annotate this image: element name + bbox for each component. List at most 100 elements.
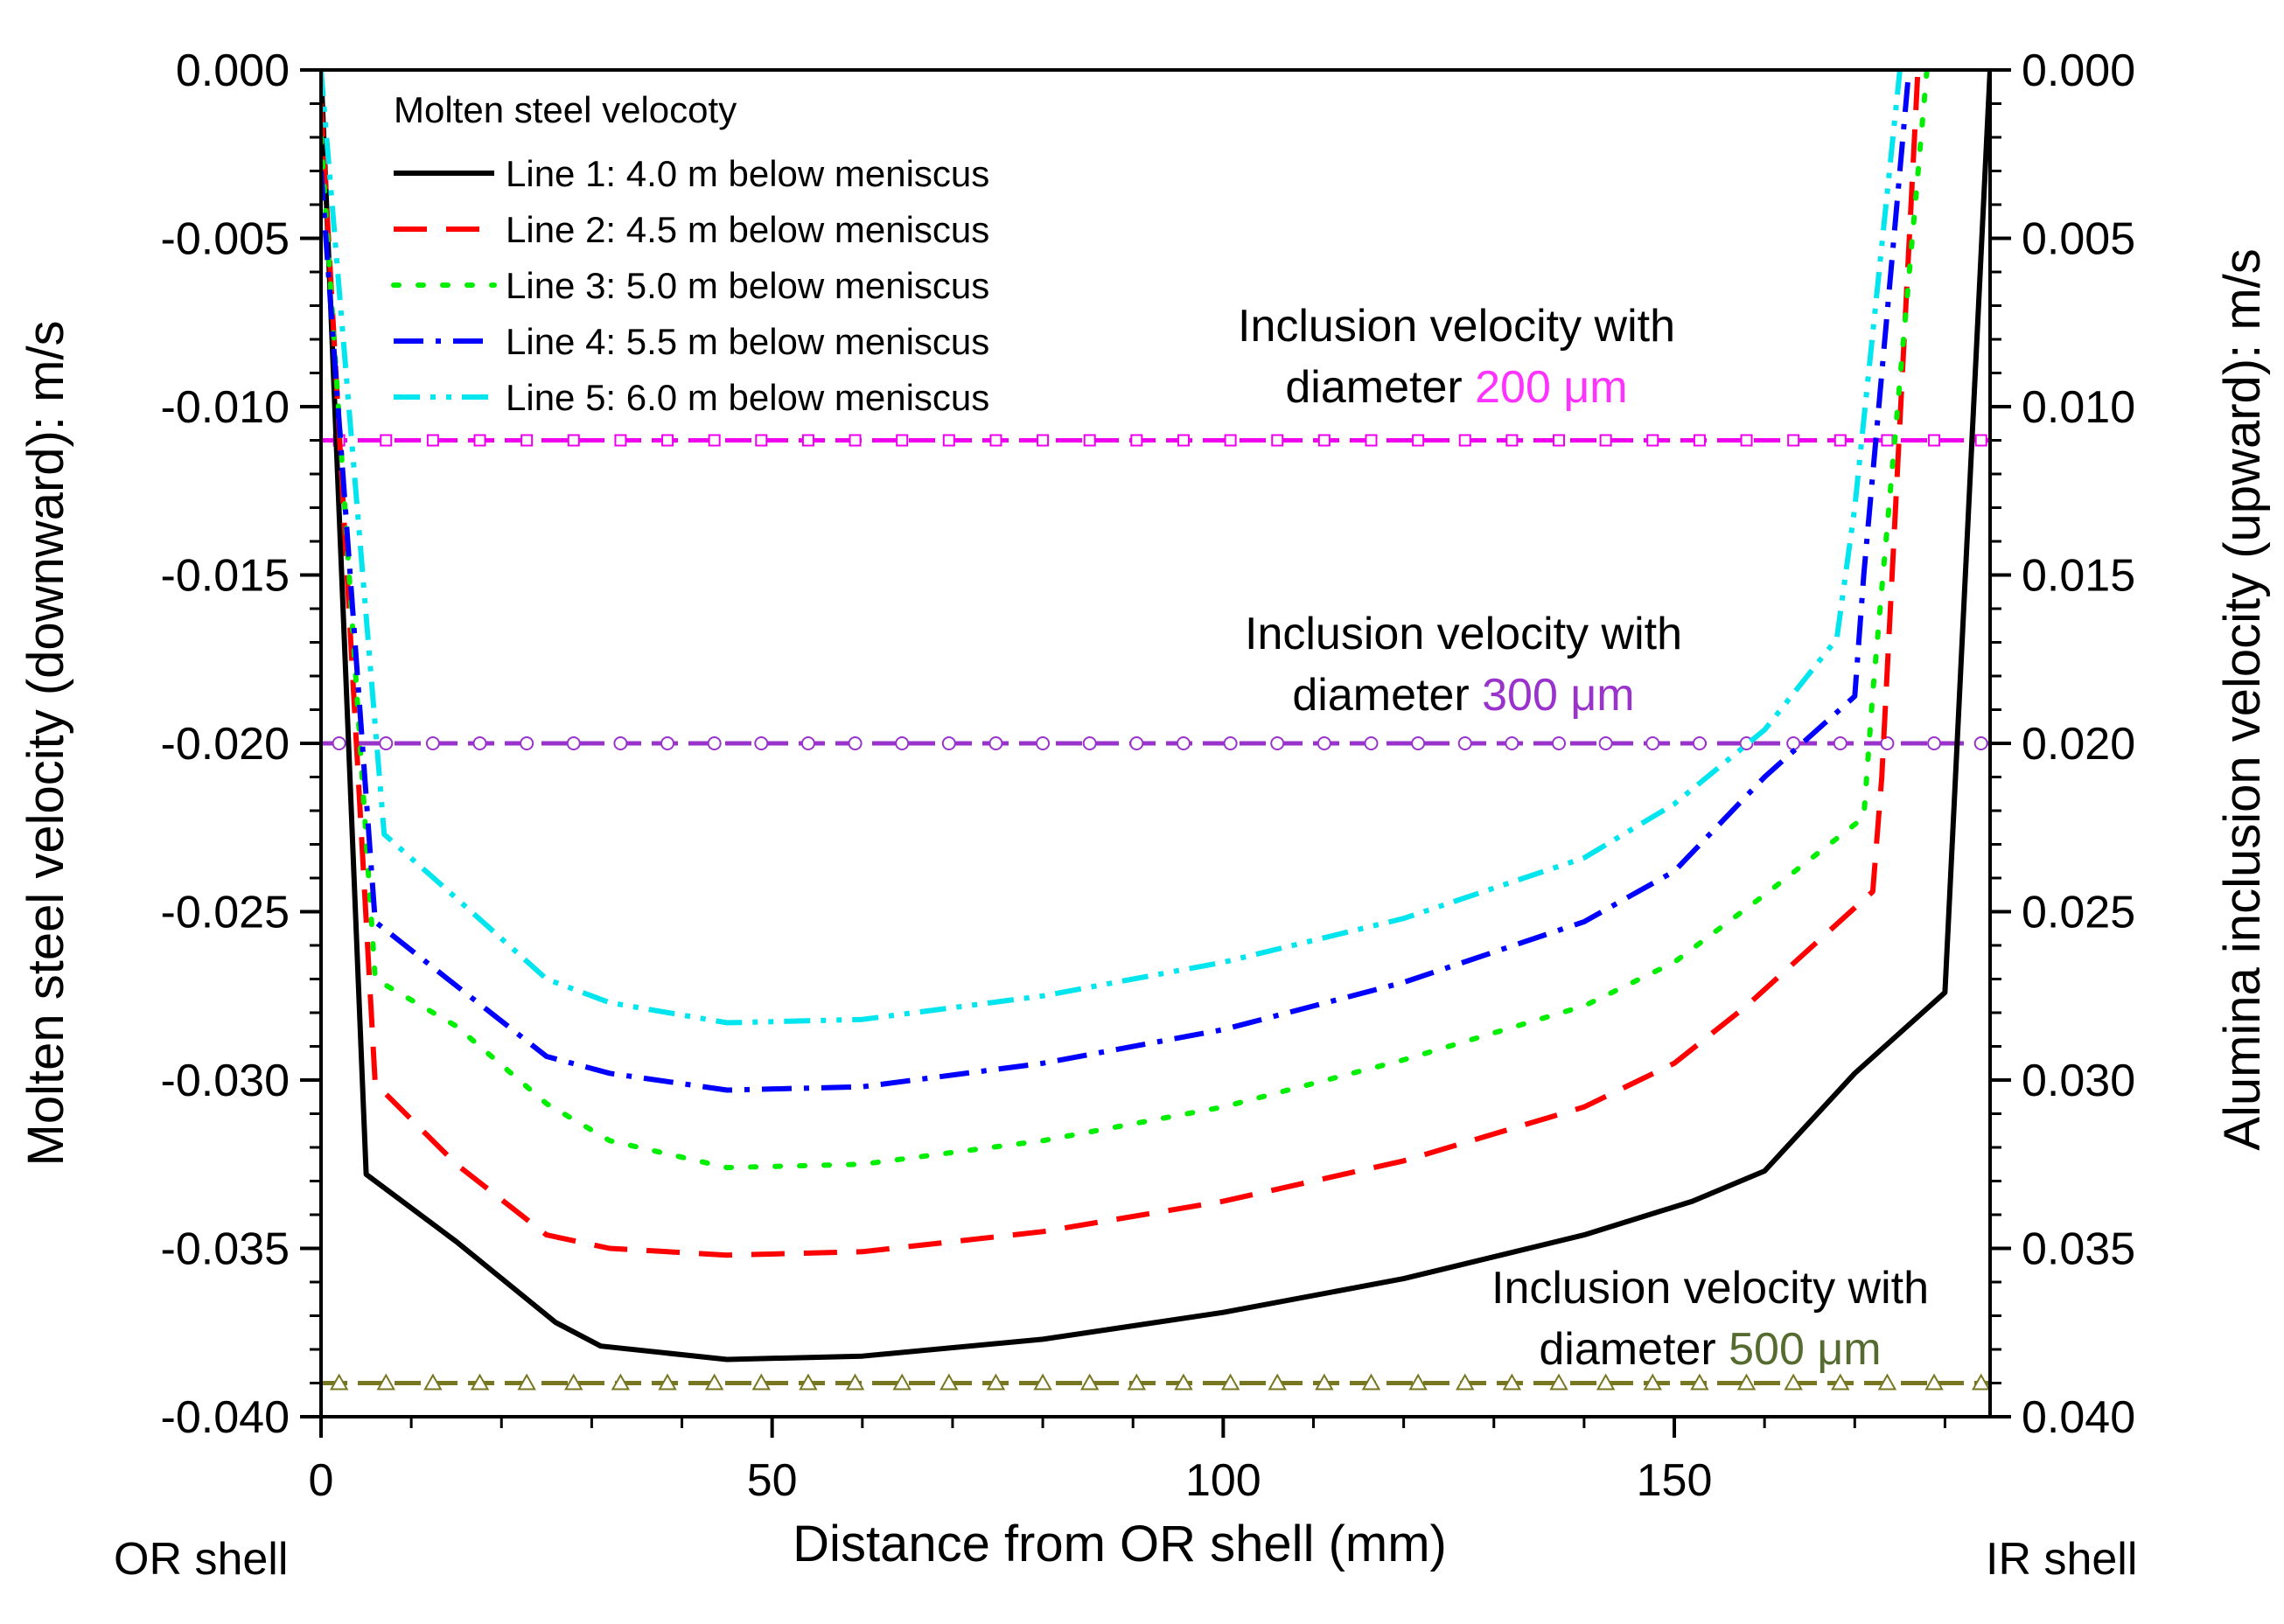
reference-marker	[1364, 736, 1379, 750]
y-tick-label-left: -0.010	[161, 382, 290, 433]
reference-marker	[520, 736, 534, 750]
series-line	[321, 70, 1990, 1363]
reference-marker	[754, 736, 769, 750]
reference-marker	[1596, 1373, 1616, 1391]
reference-marker	[1317, 736, 1331, 750]
legend-label: Line 2: 4.5 m below meniscus	[506, 209, 989, 250]
reference-marker	[708, 434, 721, 447]
y-tick-label-left: -0.025	[161, 888, 290, 938]
reference-marker	[614, 434, 627, 447]
reference-marker	[1502, 1373, 1522, 1391]
series-line	[321, 70, 1903, 1026]
reference-annotation-line1: Inclusion velocity with	[1245, 609, 1682, 659]
reference-marker	[1599, 434, 1612, 447]
reference-marker	[989, 434, 1002, 447]
reference-marker	[845, 1373, 865, 1391]
reference-marker	[1786, 736, 1801, 750]
reference-marker	[799, 1373, 818, 1391]
reference-marker	[1411, 736, 1426, 750]
reference-marker	[1833, 736, 1847, 750]
reference-marker	[1740, 434, 1753, 447]
reference-marker	[1457, 736, 1472, 750]
reference-marker	[660, 736, 675, 750]
reference-marker	[707, 736, 722, 750]
y-tick-label-left: 0.000	[176, 45, 290, 96]
series-line	[321, 70, 1912, 1093]
series-line	[321, 70, 1930, 1171]
reference-marker	[1365, 434, 1378, 447]
reference-marker	[1833, 434, 1847, 447]
reference-marker	[426, 434, 439, 447]
x-end-label-left: OR shell	[114, 1534, 288, 1585]
y-tick-label-right: 0.030	[2022, 1056, 2135, 1106]
reference-marker	[470, 1373, 490, 1391]
reference-marker	[566, 736, 581, 750]
y-axis-title-left: Molten steel velocity (downward): m/s	[17, 321, 74, 1167]
reference-marker	[1924, 1373, 1944, 1391]
reference-marker	[1361, 1373, 1381, 1391]
reference-marker	[1692, 736, 1707, 750]
reference-marker	[1736, 1373, 1757, 1391]
reference-annotation-line2: diameter 300 μm	[1292, 670, 1634, 721]
reference-annotation-line2: diameter 200 μm	[1285, 362, 1627, 413]
reference-marker	[1927, 736, 1942, 750]
legend: Molten steel velocoty Line 1: 4.0 m belo…	[391, 89, 989, 418]
reference-marker	[1598, 736, 1613, 750]
reference-marker	[1315, 1373, 1334, 1391]
reference-marker	[704, 1373, 724, 1391]
reference-annotation-line1: Inclusion velocity with	[1238, 301, 1675, 352]
reference-marker	[751, 1373, 772, 1391]
series-line	[321, 70, 1921, 1258]
reference-marker	[661, 434, 674, 447]
reference-marker	[1317, 434, 1331, 447]
reference-marker	[1408, 1373, 1428, 1391]
reference-marker	[1176, 736, 1191, 750]
y-tick-label-right: 0.035	[2022, 1224, 2135, 1275]
legend-label: Line 3: 5.0 m below meniscus	[506, 265, 989, 306]
reference-lines	[321, 434, 1990, 1391]
reference-marker	[1033, 1373, 1052, 1391]
reference-marker	[1174, 1373, 1193, 1391]
reference-marker	[1268, 1373, 1287, 1391]
reference-marker	[1080, 1373, 1100, 1391]
reference-marker	[517, 1373, 536, 1391]
y-tick-label-left: -0.040	[161, 1392, 290, 1443]
reference-marker	[1974, 434, 1987, 447]
reference-marker	[379, 736, 394, 750]
reference-marker	[988, 736, 1003, 750]
reference-marker	[942, 434, 955, 447]
reference-marker	[849, 434, 862, 447]
reference-marker	[376, 1373, 395, 1391]
reference-marker	[472, 736, 487, 750]
x-tick-label: 100	[1185, 1455, 1261, 1506]
reference-marker	[986, 1373, 1006, 1391]
reference-marker	[1037, 434, 1050, 447]
reference-marker	[473, 434, 486, 447]
reference-marker	[1549, 1373, 1568, 1391]
reference-marker	[658, 1373, 677, 1391]
reference-marker	[1270, 736, 1285, 750]
reference-marker	[1223, 736, 1238, 750]
reference-marker	[332, 736, 346, 750]
reference-marker	[613, 736, 628, 750]
reference-marker	[1643, 1373, 1662, 1391]
y-tick-label-right: 0.020	[2022, 719, 2135, 770]
reference-marker	[1552, 736, 1567, 750]
reference-marker	[941, 736, 956, 750]
y-tick-label-left: -0.005	[161, 214, 290, 265]
reference-marker	[1177, 434, 1190, 447]
reference-marker	[1693, 434, 1706, 447]
reference-marker	[1224, 434, 1237, 447]
reference-marker	[564, 1373, 583, 1391]
x-end-label-right: IR shell	[1986, 1534, 2137, 1585]
y-tick-label-right: 0.040	[2022, 1392, 2135, 1443]
reference-marker	[1973, 736, 1988, 750]
reference-marker	[1645, 736, 1660, 750]
reference-marker	[520, 434, 534, 447]
y-tick-label-right: 0.025	[2022, 888, 2135, 938]
reference-marker	[892, 1373, 912, 1391]
x-tick-label: 0	[309, 1455, 334, 1506]
reference-marker	[1271, 434, 1284, 447]
reference-marker	[1646, 434, 1659, 447]
